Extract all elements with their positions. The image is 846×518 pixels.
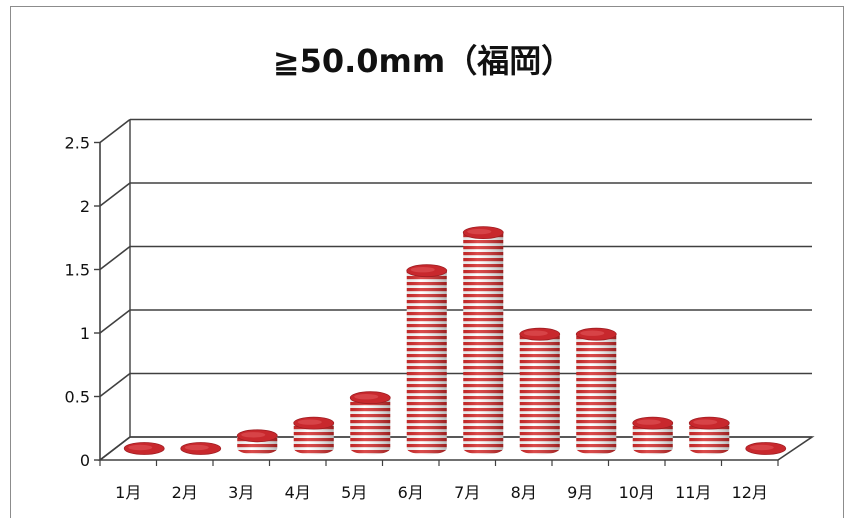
bar: [462, 226, 504, 455]
x-tick-label: 1月: [115, 483, 141, 502]
bar-top-highlight: [467, 228, 492, 235]
bar-shading: [576, 334, 617, 455]
bar: [519, 327, 561, 455]
bar-layer: [123, 226, 787, 455]
bar-top-highlight: [354, 394, 379, 400]
bar: [123, 442, 165, 455]
bar-shading: [350, 397, 391, 455]
bar-shading: [632, 423, 673, 455]
bar-top-highlight: [241, 432, 266, 438]
x-tick-label: 8月: [511, 483, 537, 502]
y-tick-label: 0: [80, 451, 90, 470]
bar-top-highlight: [297, 419, 322, 425]
y-tick-label: 2: [80, 197, 90, 216]
bar-top-highlight: [636, 419, 661, 425]
grid-layer: [97, 118, 815, 461]
gridline-side: [99, 245, 131, 271]
y-tick-label: 1.5: [65, 261, 90, 280]
bar-top-highlight: [749, 444, 774, 451]
chart-title: ≧50.0mm（福岡）: [272, 42, 574, 80]
bar-shading: [293, 423, 334, 455]
x-tick-label: 9月: [567, 483, 593, 502]
axis-layer: [94, 141, 779, 466]
bar: [688, 416, 730, 455]
bar-shading: [689, 423, 730, 455]
x-tick-label: 2月: [172, 483, 198, 502]
x-tick-label: 6月: [398, 483, 424, 502]
bar-shading: [463, 232, 504, 455]
bar: [406, 264, 448, 455]
label-layer: 0 0.5 1 1.5 2 2.5 1月 2月 3月 4月 5月 6月 7月 8月 9月 10月 11月 12月: [65, 134, 768, 503]
gridline-side: [99, 309, 131, 334]
x-tick-label: 12月: [732, 483, 768, 502]
bar: [632, 416, 674, 455]
x-tick-label: 11月: [675, 483, 711, 502]
y-tick-label: 0.5: [65, 388, 90, 407]
bar: [745, 442, 787, 455]
x-tick-label: 5月: [341, 483, 367, 502]
x-tick-label: 7月: [454, 483, 480, 502]
bar-shading: [519, 334, 560, 455]
bar-top-highlight: [128, 444, 153, 451]
gridline-side: [99, 372, 131, 398]
y-tick-label: 2.5: [65, 134, 90, 153]
gridline-side: [99, 118, 131, 144]
x-tick-label: 10月: [619, 483, 655, 502]
bar: [349, 391, 391, 455]
bar-top-highlight: [184, 444, 209, 451]
bar: [293, 416, 335, 455]
bar-top-highlight: [580, 330, 605, 336]
bar-top-highlight: [523, 330, 548, 336]
x-tick-label: 3月: [228, 483, 254, 502]
bar: [180, 442, 222, 455]
bar-shading: [406, 270, 447, 455]
y-tick-label: 1: [80, 324, 90, 343]
x-tick-label: 4月: [285, 483, 311, 502]
bar-top-highlight: [410, 267, 435, 273]
bar: [236, 429, 278, 455]
bar-top-highlight: [693, 419, 718, 425]
bar: [575, 327, 617, 455]
gridline-side: [99, 182, 131, 207]
